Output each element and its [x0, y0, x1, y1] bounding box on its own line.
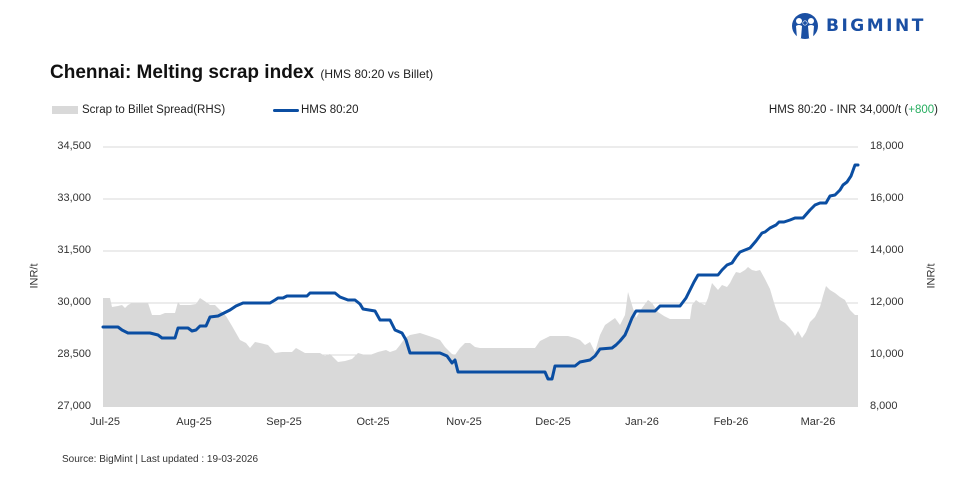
area-swatch-icon [52, 106, 78, 114]
price-change: +800 [908, 104, 935, 116]
x-tick: Sep-25 [266, 416, 302, 428]
y-tick-left: 30,000 [57, 296, 91, 308]
brand-name: BIGMINT [826, 16, 926, 36]
y-tick-right: 10,000 [870, 348, 904, 360]
y-tick-left: 34,500 [57, 140, 91, 152]
x-tick: Nov-25 [446, 416, 482, 428]
latest-price-callout: HMS 80:20 - INR 34,000/t (+800) [769, 104, 938, 116]
source-footnote: Source: BigMint | Last updated : 19-03-2… [62, 454, 259, 465]
hms-line-series[interactable] [101, 163, 860, 381]
x-tick: Oct-25 [356, 416, 390, 428]
brand-logo: BIGMINT [790, 12, 926, 40]
y-tick-left: 27,000 [57, 400, 91, 412]
bigmint-people-icon [792, 13, 818, 39]
legend-label-spread: Scrap to Billet Spread(RHS) [82, 104, 226, 116]
y-axis-label-right: INR/t [925, 263, 938, 289]
x-tick: Jul-25 [90, 416, 120, 428]
legend-label-hms: HMS 80:20 [301, 104, 359, 116]
x-tick: Mar-26 [800, 416, 836, 428]
page-title: Chennai: Melting scrap index [50, 62, 314, 83]
chart-title: Chennai: Melting scrap index (HMS 80:20 … [50, 62, 433, 84]
y-tick-right: 8,000 [870, 400, 898, 412]
callout-suffix: ) [934, 104, 938, 116]
y-tick-right: 18,000 [870, 140, 904, 152]
y-tick-left: 33,000 [57, 192, 91, 204]
y-tick-right: 16,000 [870, 192, 904, 204]
x-tick: Jan-26 [625, 416, 659, 428]
legend-item-hms[interactable]: HMS 80:20 [273, 104, 359, 116]
y-tick-left: 31,500 [57, 244, 91, 256]
y-tick-right: 14,000 [870, 244, 904, 256]
x-tick: Dec-25 [535, 416, 571, 428]
page-subtitle: (HMS 80:20 vs Billet) [320, 67, 434, 81]
y-axis-label-left: INR/t [28, 263, 41, 289]
y-tick-left: 28,500 [57, 348, 91, 360]
callout-text: HMS 80:20 - INR 34,000/t ( [768, 104, 909, 116]
spread-area-series[interactable] [103, 267, 858, 407]
legend-item-spread[interactable]: Scrap to Billet Spread(RHS) [52, 104, 225, 116]
y-tick-right: 12,000 [870, 296, 904, 308]
x-tick: Feb-26 [713, 416, 749, 428]
line-swatch-icon [273, 108, 299, 112]
x-tick: Aug-25 [176, 416, 212, 428]
